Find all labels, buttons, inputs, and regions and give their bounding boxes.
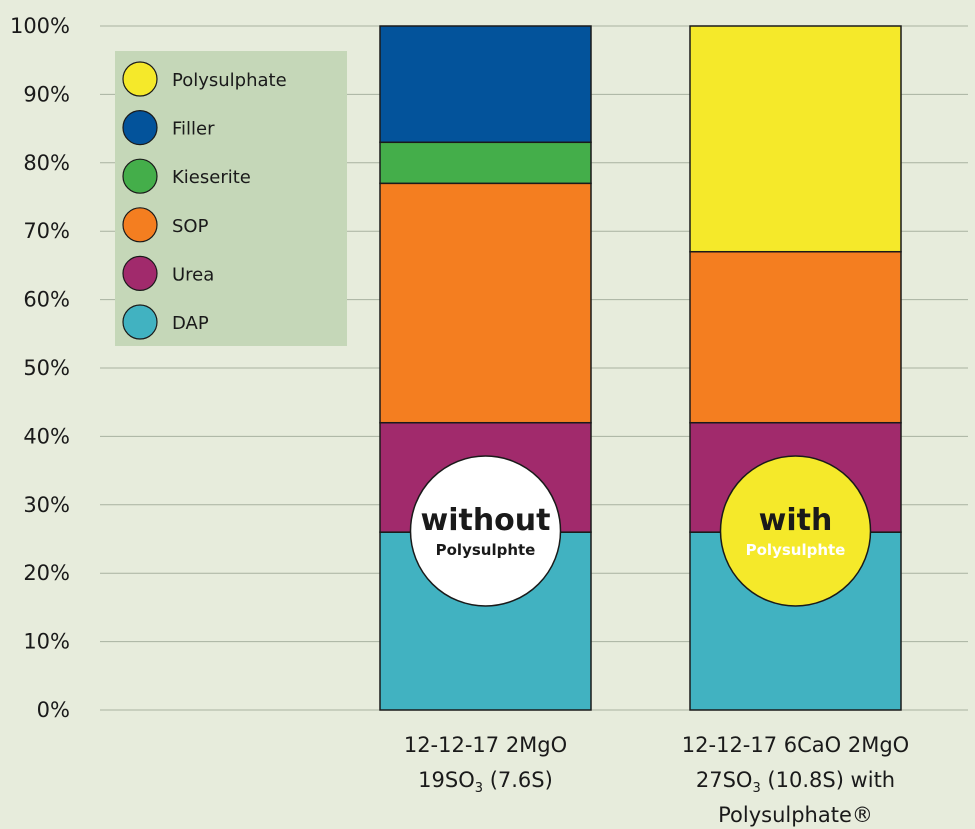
- badge-circle: [409, 455, 562, 607]
- legend-swatch: [122, 304, 158, 340]
- badge-title: with: [759, 503, 833, 538]
- x-category-label: Polysulphate®: [718, 803, 873, 827]
- bar-segment-sop: [689, 250, 902, 424]
- legend-box: [115, 51, 347, 346]
- legend-label: SOP: [172, 216, 209, 237]
- y-tick-label: 30%: [23, 493, 70, 517]
- y-tick-label: 60%: [23, 288, 70, 312]
- bar-segment-sop: [379, 182, 592, 424]
- y-tick-label: 50%: [23, 356, 70, 380]
- y-tick-label: 80%: [23, 151, 70, 175]
- bar-segment-polysulphate: [689, 25, 902, 253]
- legend-swatch: [122, 61, 158, 97]
- legend-label: Filler: [172, 119, 215, 140]
- legend-item: DAP: [122, 304, 209, 340]
- y-tick-label: 0%: [37, 698, 70, 722]
- bar-stack: [689, 25, 902, 711]
- legend-item: Polysulphate: [122, 61, 287, 97]
- legend-swatch: [122, 255, 158, 291]
- badge-subtitle: Polysulphte: [746, 541, 846, 559]
- y-tick-label: 40%: [23, 424, 70, 448]
- legend: Polysulphate Filler Kieserite SOP Urea DAP: [115, 51, 347, 346]
- legend-label: DAP: [172, 313, 209, 334]
- x-category-label: 27SO3​ (10.8S) with: [696, 768, 895, 796]
- bar-segment-kieserite: [379, 141, 592, 185]
- annotation-badges: without Polysulphte with Polysulphte: [409, 455, 872, 607]
- badge-title: without: [420, 503, 550, 538]
- legend-item: Urea: [122, 255, 214, 291]
- y-axis-tick-labels: 0% 10% 20% 30% 40% 50% 60% 70% 80% 90% 100%: [10, 14, 70, 722]
- x-axis-category-labels: 12-12-17 2MgO 19SO3​ (7.6S) 12-12-17 6CaO …: [404, 733, 909, 827]
- legend-item: Filler: [122, 109, 215, 146]
- legend-label: Kieserite: [172, 167, 251, 188]
- legend-swatch: [122, 109, 158, 146]
- annotation-badge: without Polysulphte: [409, 455, 562, 607]
- x-category-label: 19SO3​ (7.6S): [418, 768, 553, 796]
- legend-item: SOP: [122, 207, 209, 243]
- badge-circle: [719, 455, 872, 607]
- legend-item: Kieserite: [122, 158, 251, 194]
- legend-swatch: [122, 207, 158, 243]
- bar-segment-filler: [379, 25, 592, 144]
- y-tick-label: 100%: [10, 14, 70, 38]
- y-tick-label: 70%: [23, 219, 70, 243]
- legend-label: Urea: [172, 264, 214, 285]
- legend-swatch: [122, 158, 158, 194]
- y-tick-label: 20%: [23, 561, 70, 585]
- legend-label: Polysulphate: [172, 70, 287, 91]
- x-category-label: 12-12-17 6CaO 2MgO: [682, 733, 909, 757]
- y-tick-label: 10%: [23, 630, 70, 654]
- annotation-badge: with Polysulphte: [719, 455, 872, 607]
- bar-stack: [379, 25, 592, 711]
- badge-subtitle: Polysulphte: [436, 541, 536, 559]
- y-tick-label: 90%: [23, 82, 70, 106]
- x-category-label: 12-12-17 2MgO: [404, 733, 567, 757]
